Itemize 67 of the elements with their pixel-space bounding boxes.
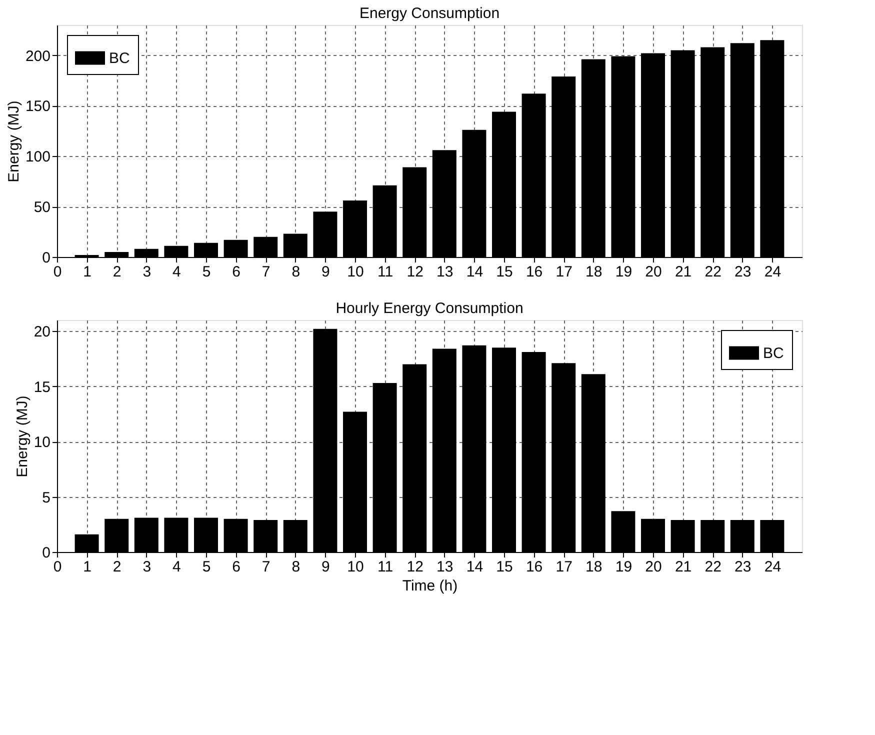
- y-tick-label: 0: [42, 544, 50, 562]
- x-tick-label: 1: [83, 558, 92, 576]
- legend-label: BC: [109, 50, 130, 67]
- x-tick-label: 9: [322, 558, 330, 576]
- x-tick-label: 14: [466, 264, 484, 280]
- x-tick-label: 23: [734, 264, 752, 280]
- x-tick-label: 14: [466, 558, 484, 576]
- x-tick-label: 24: [764, 558, 782, 576]
- y-tick-label: 15: [34, 378, 50, 396]
- x-tick-label: 24: [764, 264, 782, 280]
- x-tick-label: 12: [406, 264, 424, 280]
- x-tick-label: 6: [232, 558, 240, 576]
- chart-title: Energy Consumption: [359, 5, 500, 22]
- y-tick-label: 100: [25, 148, 50, 166]
- x-tick-label: 1: [83, 264, 92, 280]
- x-tick-label: 4: [172, 264, 181, 280]
- x-tick-label: 18: [586, 264, 602, 280]
- y-tick-label: 20: [34, 324, 50, 341]
- y-tick-label: 50: [34, 199, 50, 216]
- y-axis-title: Energy (MJ): [14, 396, 31, 478]
- x-tick-label: 16: [526, 264, 543, 280]
- y-axis-title: Energy (MJ): [5, 100, 22, 182]
- x-tick-label: 20: [645, 264, 662, 280]
- x-tick-label: 12: [406, 558, 424, 576]
- x-tick-label: 8: [292, 558, 300, 576]
- x-tick-label: 15: [496, 558, 513, 576]
- x-tick-label: 7: [262, 558, 270, 576]
- x-tick-label: 5: [202, 558, 211, 576]
- x-tick-label: 2: [112, 264, 122, 280]
- x-tick-label: 15: [496, 264, 513, 280]
- x-tick-label: 3: [142, 558, 152, 576]
- x-tick-label: 11: [378, 264, 394, 280]
- y-tick-label: 5: [42, 489, 50, 506]
- x-tick-label: 9: [322, 264, 330, 280]
- y-tick-label: 200: [25, 48, 50, 65]
- x-tick-label: 10: [347, 558, 364, 576]
- chart-title: Hourly Energy Consumption: [336, 300, 524, 317]
- x-tick-label: 7: [262, 264, 270, 280]
- x-tick-label: 2: [112, 558, 122, 576]
- x-tick-label: 0: [53, 558, 62, 576]
- x-tick-label: 21: [674, 264, 692, 280]
- legend-label: BC: [763, 345, 784, 362]
- y-tick-label: 0: [42, 250, 50, 266]
- x-tick-label: 23: [734, 558, 752, 576]
- x-tick-label: 6: [232, 264, 240, 280]
- x-tick-label: 17: [556, 264, 572, 280]
- x-tick-label: 13: [436, 558, 454, 576]
- x-tick-label: 4: [172, 558, 181, 576]
- x-tick-label: 19: [615, 264, 632, 280]
- x-tick-label: 0: [53, 264, 62, 280]
- x-tick-label: 22: [704, 264, 722, 280]
- x-tick-label: 10: [347, 264, 364, 280]
- x-tick-label: 13: [436, 264, 454, 280]
- x-tick-label: 22: [704, 558, 722, 576]
- x-axis-title: Time (h): [402, 578, 458, 594]
- x-tick-label: 18: [586, 558, 602, 576]
- x-tick-label: 3: [142, 264, 152, 280]
- x-tick-label: 16: [526, 558, 543, 576]
- x-tick-label: 8: [292, 264, 300, 280]
- y-tick-label: 10: [34, 434, 50, 452]
- x-tick-label: 21: [674, 558, 692, 576]
- x-tick-label: 20: [645, 558, 662, 576]
- y-tick-label: 150: [25, 98, 50, 116]
- x-tick-label: 5: [202, 264, 211, 280]
- x-tick-label: 17: [556, 558, 572, 576]
- x-tick-label: 11: [378, 558, 394, 576]
- x-tick-label: 19: [615, 558, 632, 576]
